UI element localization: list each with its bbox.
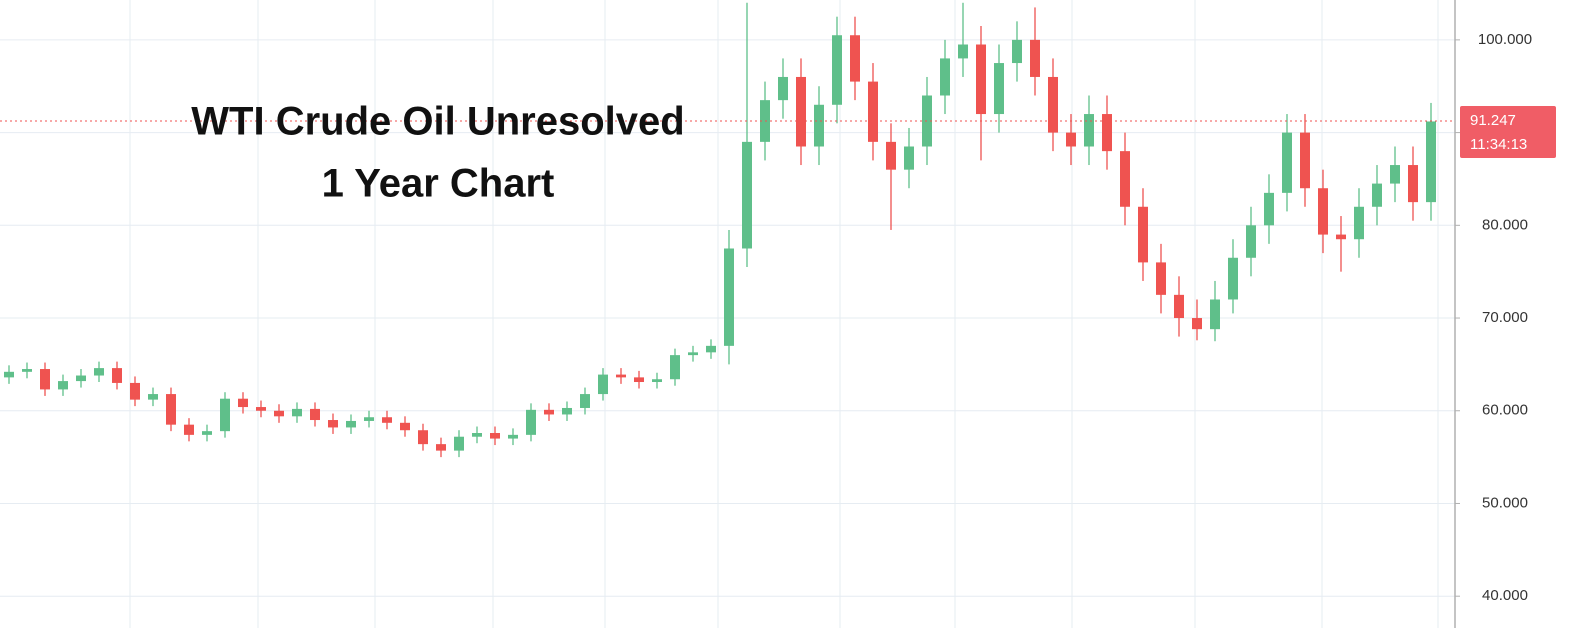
candle-body xyxy=(1264,192,1274,226)
candle-body xyxy=(688,352,698,356)
candle-body xyxy=(1210,299,1220,330)
candle-body xyxy=(1012,39,1022,64)
candle-body xyxy=(1048,76,1058,133)
candle-body xyxy=(40,369,50,390)
candle-body xyxy=(814,104,824,147)
candle-body xyxy=(22,369,32,372)
candle-body xyxy=(1336,234,1346,240)
candle-body xyxy=(472,433,482,437)
candle-body xyxy=(184,424,194,435)
candle-body xyxy=(94,368,104,376)
candle-body xyxy=(868,81,878,142)
candle-body xyxy=(562,407,572,415)
candle-body xyxy=(310,408,320,421)
candles xyxy=(0,2,1455,458)
candle-body xyxy=(1246,225,1256,258)
candle-body xyxy=(166,394,176,425)
candle-body xyxy=(292,408,302,417)
candle-body xyxy=(1030,39,1040,77)
candle-body xyxy=(1408,165,1418,203)
candle-body xyxy=(724,248,734,346)
candle-body xyxy=(544,409,554,415)
candle-body xyxy=(346,420,356,428)
candle-body xyxy=(1354,206,1364,240)
candle-body xyxy=(886,141,896,170)
candle-body xyxy=(976,44,986,115)
candle-body xyxy=(1426,121,1436,203)
candle-body xyxy=(1120,151,1130,207)
y-tick-label: 100.000 xyxy=(1478,31,1532,48)
candle-body xyxy=(490,433,500,439)
candle-body xyxy=(1156,262,1166,295)
y-tick-label: 40.000 xyxy=(1482,587,1528,604)
candle-body xyxy=(1372,183,1382,207)
candle-body xyxy=(1300,132,1310,189)
candle-body xyxy=(958,44,968,59)
candle-body xyxy=(1138,206,1148,263)
y-tick-label: 70.000 xyxy=(1482,309,1528,326)
candle-body xyxy=(598,374,608,395)
candle-body xyxy=(418,430,428,445)
candle-body xyxy=(202,431,212,435)
candle-body xyxy=(1192,318,1202,330)
candle-body xyxy=(4,371,14,378)
candle-body xyxy=(904,146,914,170)
candle-body xyxy=(1282,132,1292,193)
candle-body xyxy=(778,76,788,101)
candle-body xyxy=(58,381,68,390)
candle-body xyxy=(1102,114,1112,152)
candle-body xyxy=(706,345,716,353)
candle-body xyxy=(364,417,374,421)
candle-body xyxy=(454,436,464,451)
y-tick-label: 50.000 xyxy=(1482,494,1528,511)
candle-body xyxy=(616,374,626,378)
candle-body xyxy=(508,434,518,439)
candle-body xyxy=(994,63,1004,115)
chart-title: WTI Crude Oil Unresolved xyxy=(191,100,684,144)
candle-body xyxy=(400,422,410,431)
candle-body xyxy=(112,368,122,383)
candle-body xyxy=(1318,188,1328,235)
chart-subtitle: 1 Year Chart xyxy=(322,162,555,206)
grid xyxy=(0,0,1455,628)
candle-body xyxy=(742,141,752,249)
candle-body xyxy=(526,409,536,435)
candle-body xyxy=(256,407,266,411)
candle-body xyxy=(1084,114,1094,147)
y-tick-label: 80.000 xyxy=(1482,216,1528,233)
candle-body xyxy=(850,35,860,82)
y-axis: 40.00050.00060.00070.00080.00090.000100.… xyxy=(1455,31,1556,604)
candle-body xyxy=(634,377,644,383)
candle-body xyxy=(436,444,446,451)
candle-body xyxy=(670,355,680,380)
candle-body xyxy=(940,58,950,96)
candle-body xyxy=(1228,257,1238,300)
candle-body xyxy=(382,417,392,423)
last-price-label: 91.247 xyxy=(1470,112,1516,129)
candle-body xyxy=(130,382,140,400)
candle-body xyxy=(76,375,86,382)
y-tick-label: 60.000 xyxy=(1482,402,1528,419)
candle-body xyxy=(652,379,662,383)
candle-body xyxy=(1066,132,1076,147)
candle-body xyxy=(580,394,590,408)
candle-body xyxy=(220,398,230,432)
last-price-box xyxy=(1460,106,1556,159)
candle-body xyxy=(148,394,158,400)
candle-body xyxy=(238,398,248,408)
candle-body xyxy=(1174,294,1184,319)
countdown-label: 11:34:13 xyxy=(1470,136,1527,153)
candle-body xyxy=(328,420,338,428)
candle-body xyxy=(832,35,842,105)
candle-body xyxy=(1390,165,1400,184)
candle-body xyxy=(274,410,284,417)
candle-body xyxy=(796,76,806,147)
